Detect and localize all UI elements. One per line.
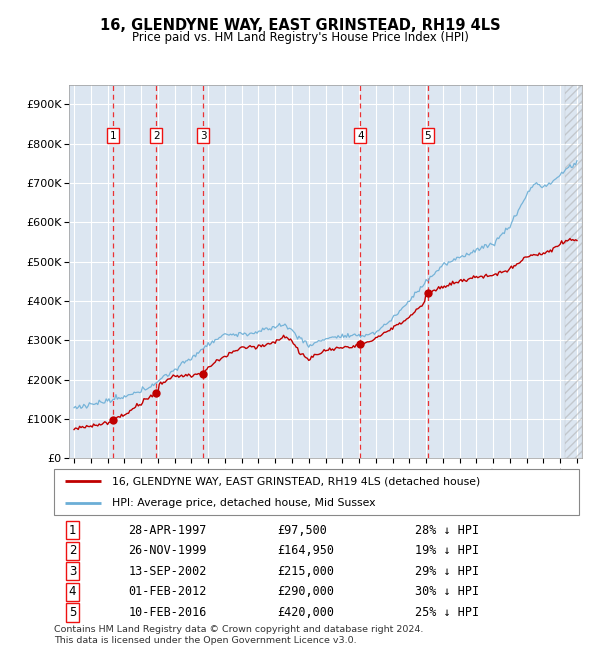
Text: 2: 2 [69, 544, 76, 557]
Text: 26-NOV-1999: 26-NOV-1999 [128, 544, 207, 557]
Text: 16, GLENDYNE WAY, EAST GRINSTEAD, RH19 4LS: 16, GLENDYNE WAY, EAST GRINSTEAD, RH19 4… [100, 18, 500, 33]
FancyBboxPatch shape [54, 469, 579, 515]
Text: 2: 2 [153, 131, 160, 140]
Text: 01-FEB-2012: 01-FEB-2012 [128, 586, 207, 599]
Text: 3: 3 [200, 131, 206, 140]
Text: £97,500: £97,500 [277, 524, 327, 537]
Text: 28% ↓ HPI: 28% ↓ HPI [415, 524, 479, 537]
Text: 4: 4 [69, 586, 76, 599]
Text: HPI: Average price, detached house, Mid Sussex: HPI: Average price, detached house, Mid … [112, 498, 375, 508]
Text: 10-FEB-2016: 10-FEB-2016 [128, 606, 207, 619]
Text: Contains HM Land Registry data © Crown copyright and database right 2024.
This d: Contains HM Land Registry data © Crown c… [54, 625, 424, 645]
Text: £420,000: £420,000 [277, 606, 334, 619]
Text: 3: 3 [69, 565, 76, 578]
Text: 1: 1 [69, 524, 76, 537]
Text: £215,000: £215,000 [277, 565, 334, 578]
Text: 19% ↓ HPI: 19% ↓ HPI [415, 544, 479, 557]
Text: £164,950: £164,950 [277, 544, 334, 557]
Text: 5: 5 [69, 606, 76, 619]
Text: 30% ↓ HPI: 30% ↓ HPI [415, 586, 479, 599]
Text: 29% ↓ HPI: 29% ↓ HPI [415, 565, 479, 578]
Text: 13-SEP-2002: 13-SEP-2002 [128, 565, 207, 578]
Text: 16, GLENDYNE WAY, EAST GRINSTEAD, RH19 4LS (detached house): 16, GLENDYNE WAY, EAST GRINSTEAD, RH19 4… [112, 476, 480, 486]
Text: 5: 5 [425, 131, 431, 140]
Text: 4: 4 [357, 131, 364, 140]
Text: 25% ↓ HPI: 25% ↓ HPI [415, 606, 479, 619]
Text: 28-APR-1997: 28-APR-1997 [128, 524, 207, 537]
Text: 1: 1 [110, 131, 116, 140]
Text: Price paid vs. HM Land Registry's House Price Index (HPI): Price paid vs. HM Land Registry's House … [131, 31, 469, 44]
Text: £290,000: £290,000 [277, 586, 334, 599]
